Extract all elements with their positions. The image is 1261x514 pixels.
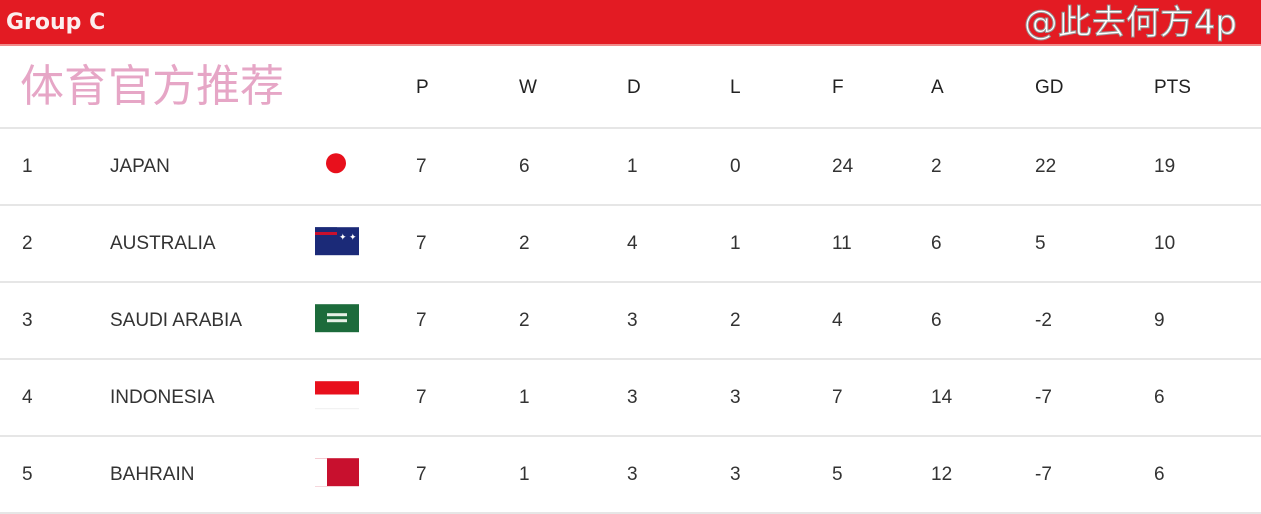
- team-name: AUSTRALIA: [110, 232, 216, 254]
- stat-w: 2: [519, 232, 530, 254]
- stat-gd: -2: [1035, 309, 1052, 331]
- stat-gd: 22: [1035, 155, 1057, 177]
- stat-p: 7: [416, 309, 427, 331]
- stat-a: 6: [931, 232, 942, 254]
- col-p: P: [416, 76, 429, 98]
- group-header: Group C @此去何方4p: [0, 0, 1261, 46]
- col-gd: GD: [1035, 76, 1064, 98]
- stat-l: 1: [730, 232, 741, 254]
- table-row: 3 SAUDI ARABIA 7 2 3 2 4 6 -2 9: [0, 283, 1261, 360]
- stat-a: 12: [931, 463, 953, 485]
- stat-l: 3: [730, 463, 741, 485]
- team-name: SAUDI ARABIA: [110, 309, 242, 331]
- col-d: D: [627, 76, 641, 98]
- rank: 5: [22, 463, 33, 485]
- stat-f: 4: [832, 309, 843, 331]
- stat-d: 4: [627, 232, 638, 254]
- stat-l: 2: [730, 309, 741, 331]
- stat-f: 7: [832, 386, 843, 408]
- stat-gd: -7: [1035, 463, 1052, 485]
- stat-w: 6: [519, 155, 530, 177]
- rank: 3: [22, 309, 33, 331]
- stat-l: 0: [730, 155, 741, 177]
- stat-a: 2: [931, 155, 942, 177]
- stat-d: 3: [627, 309, 638, 331]
- indonesia-flag-icon: [315, 380, 359, 409]
- table-header: P W D L F A GD PTS: [0, 48, 1261, 129]
- japan-flag-icon: [315, 150, 359, 178]
- stat-d: 3: [627, 463, 638, 485]
- stat-p: 7: [416, 386, 427, 408]
- stat-a: 6: [931, 309, 942, 331]
- stat-d: 1: [627, 155, 638, 177]
- australia-flag-icon: [315, 226, 359, 255]
- stat-gd: 5: [1035, 232, 1046, 254]
- table-row: 5 BAHRAIN 7 1 3 3 5 12 -7 6: [0, 437, 1261, 514]
- rank: 2: [22, 232, 33, 254]
- stat-pts: 6: [1154, 463, 1165, 485]
- col-l: L: [730, 76, 741, 98]
- col-a: A: [931, 76, 944, 98]
- stat-w: 1: [519, 386, 530, 408]
- table-row: 4 INDONESIA 7 1 3 3 7 14 -7 6: [0, 360, 1261, 437]
- stat-pts: 19: [1154, 155, 1176, 177]
- col-f: F: [832, 76, 844, 98]
- table-row: 1 JAPAN 7 6 1 0 24 2 22 19: [0, 129, 1261, 206]
- stat-f: 5: [832, 463, 843, 485]
- team-name: INDONESIA: [110, 386, 215, 408]
- stat-f: 24: [832, 155, 854, 177]
- rank: 4: [22, 386, 33, 408]
- bahrain-flag-icon: [315, 457, 359, 486]
- stat-pts: 9: [1154, 309, 1165, 331]
- stat-pts: 10: [1154, 232, 1176, 254]
- stat-a: 14: [931, 386, 953, 408]
- watermark-right: @此去何方4p: [1023, 3, 1237, 44]
- stat-pts: 6: [1154, 386, 1165, 408]
- stat-p: 7: [416, 155, 427, 177]
- stat-w: 2: [519, 309, 530, 331]
- stat-w: 1: [519, 463, 530, 485]
- group-title: Group C: [6, 10, 106, 35]
- stat-gd: -7: [1035, 386, 1052, 408]
- rank: 1: [22, 155, 33, 177]
- stat-p: 7: [416, 463, 427, 485]
- team-name: JAPAN: [110, 155, 170, 177]
- stat-p: 7: [416, 232, 427, 254]
- stat-f: 11: [832, 232, 852, 254]
- watermark-left: 体育官方推荐: [20, 61, 284, 112]
- saudi-arabia-flag-icon: [315, 303, 359, 332]
- col-pts: PTS: [1154, 76, 1191, 98]
- team-name: BAHRAIN: [110, 463, 195, 485]
- stat-l: 3: [730, 386, 741, 408]
- stat-d: 3: [627, 386, 638, 408]
- col-w: W: [519, 76, 537, 98]
